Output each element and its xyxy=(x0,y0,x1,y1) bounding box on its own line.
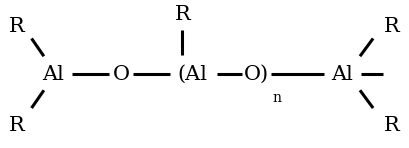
Text: n: n xyxy=(272,91,281,105)
Text: (Al: (Al xyxy=(177,65,207,83)
Text: R: R xyxy=(174,5,190,24)
Text: Al: Al xyxy=(42,65,64,83)
Text: O): O) xyxy=(243,65,268,83)
Text: R: R xyxy=(383,116,398,135)
Text: R: R xyxy=(9,17,25,36)
Text: R: R xyxy=(9,116,25,135)
Text: O: O xyxy=(112,65,129,83)
Text: Al: Al xyxy=(330,65,353,83)
Text: R: R xyxy=(383,17,398,36)
